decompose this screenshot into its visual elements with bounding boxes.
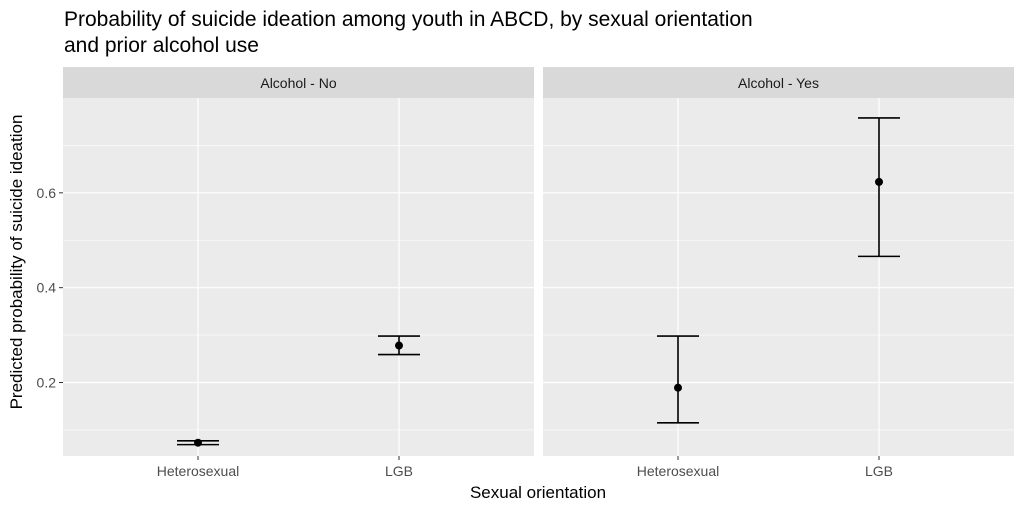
facet-strip (543, 67, 1014, 98)
x-tick-label: LGB (385, 463, 413, 479)
y-tick-label: 0.6 (37, 185, 57, 201)
y-axis-title: Predicted probability of suicide ideatio… (7, 115, 26, 410)
facet-strip (63, 67, 534, 98)
chart-title-line-1: Probability of suicide ideation among yo… (64, 8, 753, 31)
data-point (674, 383, 682, 392)
facet-panel-2: Alcohol - Yes Heterosexual LGB (543, 67, 1014, 479)
facet-strip-label: Alcohol - Yes (738, 75, 819, 91)
x-axis-title: Sexual orientation (470, 483, 606, 502)
x-tick-label: LGB (865, 463, 893, 479)
error-bar (657, 335, 699, 424)
x-tick-label: Heterosexual (637, 463, 720, 479)
x-tick-label: Heterosexual (157, 463, 240, 479)
facet-strip-label: Alcohol - No (260, 75, 336, 91)
y-axis: 0.2 0.4 0.6 (37, 185, 63, 391)
facet-panel-1: Alcohol - No Heterosexual LGB (63, 67, 534, 479)
data-point (395, 341, 403, 350)
y-tick-label: 0.2 (37, 375, 57, 391)
data-point (875, 177, 883, 186)
error-bar (858, 117, 900, 258)
panel-background (63, 98, 534, 456)
y-tick-label: 0.4 (37, 280, 57, 296)
data-point (194, 438, 202, 447)
panel-background (543, 98, 1014, 456)
chart-title-line-2: and prior alcohol use (64, 34, 259, 57)
